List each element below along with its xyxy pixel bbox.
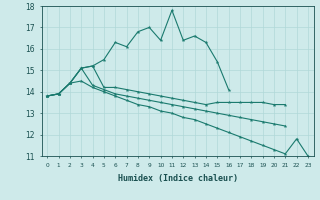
X-axis label: Humidex (Indice chaleur): Humidex (Indice chaleur) (118, 174, 237, 183)
